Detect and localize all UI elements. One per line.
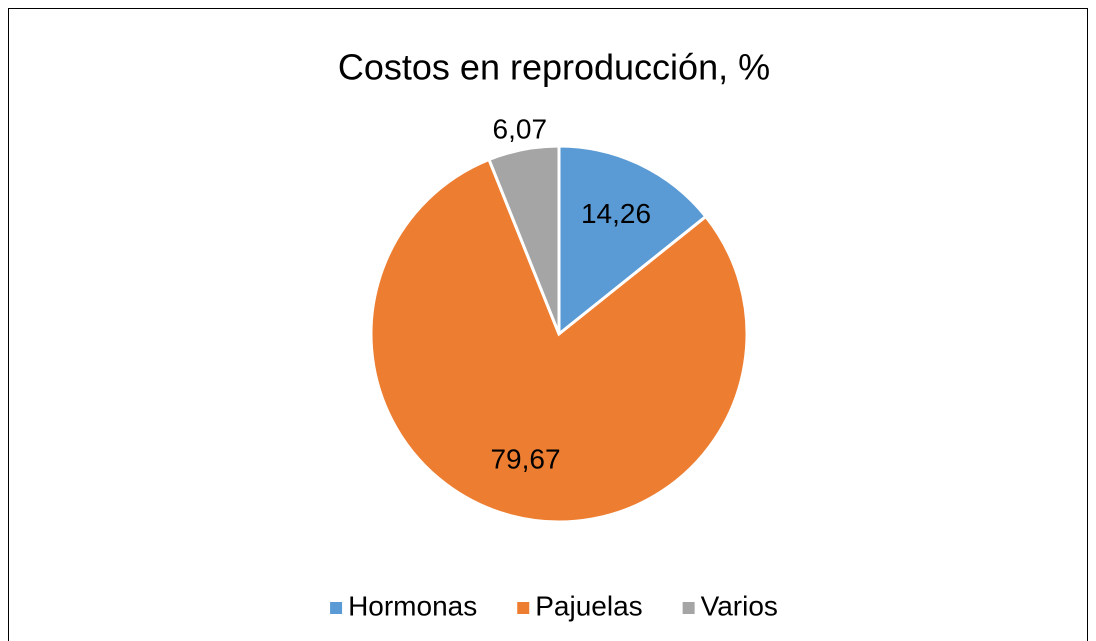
legend-swatch xyxy=(330,602,343,614)
data-label: 79,67 xyxy=(490,444,560,475)
legend-label: Hormonas xyxy=(348,590,477,621)
data-label: 14,26 xyxy=(581,198,651,229)
pie-slice xyxy=(487,144,561,335)
pie-slice xyxy=(557,144,708,338)
pie-slice xyxy=(369,157,749,524)
legend-swatch xyxy=(517,602,530,614)
legend-label: Varios xyxy=(701,590,778,621)
legend-swatch xyxy=(682,602,695,614)
data-label: 6,07 xyxy=(493,113,548,144)
legend-label: Pajuelas xyxy=(535,590,642,621)
chart-title: Costos en reproducción, % xyxy=(338,47,770,88)
